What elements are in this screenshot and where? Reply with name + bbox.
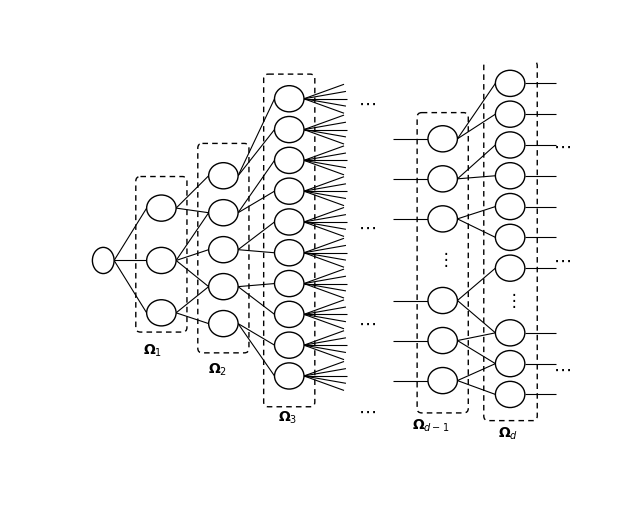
Text: $\cdots$: $\cdots$ xyxy=(358,403,376,421)
Ellipse shape xyxy=(275,332,304,358)
Ellipse shape xyxy=(147,300,176,326)
Text: $\mathbf{\Omega}_3$: $\mathbf{\Omega}_3$ xyxy=(278,410,298,426)
Ellipse shape xyxy=(495,101,525,127)
Text: $\cdots$: $\cdots$ xyxy=(358,315,376,333)
Text: $\mathbf{\Omega}_d$: $\mathbf{\Omega}_d$ xyxy=(498,425,518,442)
Ellipse shape xyxy=(147,247,176,273)
Ellipse shape xyxy=(275,116,304,143)
Ellipse shape xyxy=(495,255,525,281)
Ellipse shape xyxy=(209,236,238,263)
Ellipse shape xyxy=(209,163,238,189)
Ellipse shape xyxy=(428,368,458,393)
Text: $\mathbf{\Omega}_2$: $\mathbf{\Omega}_2$ xyxy=(209,362,228,379)
Ellipse shape xyxy=(428,328,458,354)
Text: $\mathbf{\Omega}_1$: $\mathbf{\Omega}_1$ xyxy=(143,343,163,359)
Text: $\cdots$: $\cdots$ xyxy=(553,138,571,156)
Text: $\cdots$: $\cdots$ xyxy=(553,251,571,269)
Ellipse shape xyxy=(428,287,458,314)
Ellipse shape xyxy=(209,200,238,226)
Text: $\cdots$: $\cdots$ xyxy=(358,218,376,236)
Ellipse shape xyxy=(275,178,304,204)
Ellipse shape xyxy=(92,247,114,273)
Ellipse shape xyxy=(275,147,304,174)
Text: $\vdots$: $\vdots$ xyxy=(504,291,516,310)
Ellipse shape xyxy=(147,195,176,221)
Ellipse shape xyxy=(495,224,525,250)
Ellipse shape xyxy=(275,363,304,389)
Ellipse shape xyxy=(428,206,458,232)
Text: $\cdots$: $\cdots$ xyxy=(358,95,376,113)
Text: $\cdots$: $\cdots$ xyxy=(553,361,571,379)
Ellipse shape xyxy=(209,273,238,300)
Text: $\mathbf{\Omega}_{d-1}$: $\mathbf{\Omega}_{d-1}$ xyxy=(412,418,449,434)
Ellipse shape xyxy=(275,301,304,328)
Ellipse shape xyxy=(495,163,525,189)
Ellipse shape xyxy=(275,85,304,112)
Ellipse shape xyxy=(209,311,238,337)
Ellipse shape xyxy=(275,239,304,266)
Ellipse shape xyxy=(495,381,525,407)
Ellipse shape xyxy=(275,270,304,297)
Ellipse shape xyxy=(495,194,525,220)
Ellipse shape xyxy=(428,126,458,152)
Ellipse shape xyxy=(495,351,525,377)
Ellipse shape xyxy=(275,209,304,235)
Text: $\vdots$: $\vdots$ xyxy=(437,250,448,269)
Ellipse shape xyxy=(495,320,525,346)
Ellipse shape xyxy=(428,166,458,192)
Ellipse shape xyxy=(495,70,525,96)
Ellipse shape xyxy=(495,132,525,158)
